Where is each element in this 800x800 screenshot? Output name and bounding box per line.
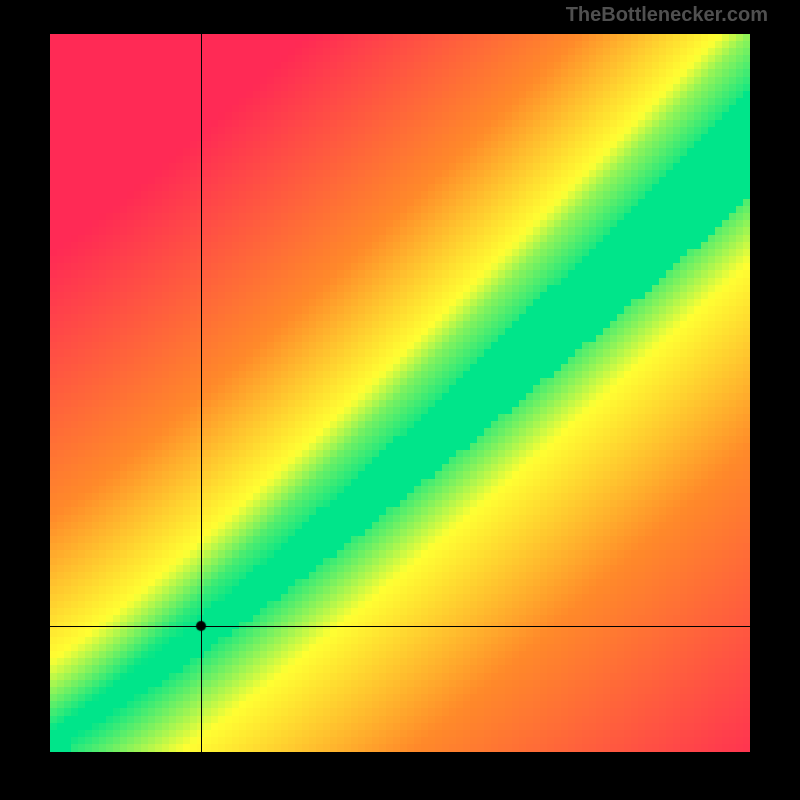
crosshair-marker <box>195 620 207 632</box>
chart-container: TheBottlenecker.com <box>0 0 800 800</box>
crosshair-horizontal <box>50 626 750 627</box>
watermark-text: TheBottlenecker.com <box>566 4 768 27</box>
crosshair-vertical <box>201 34 202 752</box>
bottleneck-heatmap <box>50 34 750 752</box>
